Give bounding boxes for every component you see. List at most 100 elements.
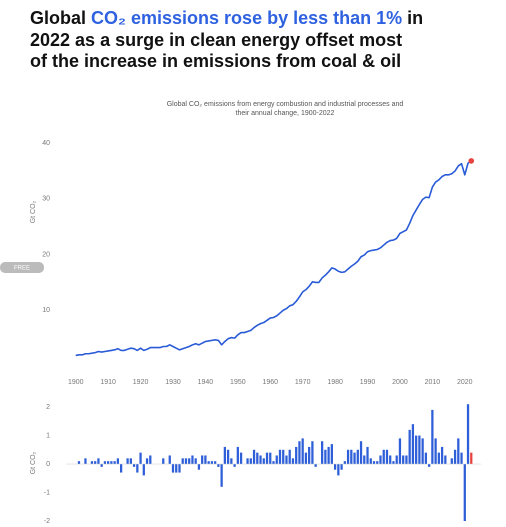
bar [142,464,145,476]
bar [314,464,317,467]
side-tag[interactable]: FREE [14,266,30,272]
bar [298,441,301,465]
bar [359,441,363,465]
bar [116,458,120,465]
bar [376,461,379,465]
bar [236,446,239,465]
bar [337,464,340,476]
bar [453,449,457,465]
x-tick-label: 1990 [360,379,376,386]
bar [356,449,359,465]
bar [311,441,314,465]
line [75,160,472,357]
bar [181,458,184,465]
bar [434,438,437,465]
bar [90,461,94,465]
bar [191,455,194,465]
bar [392,461,395,465]
bar [113,461,116,465]
bar [204,455,207,465]
x-tick-label: 2020 [457,379,473,386]
bar [171,464,175,473]
bar [330,444,333,465]
bar [226,449,230,465]
bar [343,461,346,465]
bar [304,452,308,465]
bar [259,455,262,465]
x-tick-label: 1950 [230,379,246,386]
bar [246,458,249,465]
bar [327,446,330,465]
bar [97,458,100,465]
subtitle: Global CO₂ emissions from energy combust… [167,101,404,108]
bar [466,404,470,465]
bar [308,446,311,465]
bar [369,458,372,465]
chart-title: 2022 as a surge in clean energy offset m… [30,30,402,50]
bar [320,441,324,465]
chart-title: Global CO₂ emissions rose by less than 1… [30,8,423,28]
y-tick-label: 10 [42,307,50,314]
bar [457,438,460,465]
bar [162,458,165,465]
x-tick-label: 1910 [100,379,116,386]
bar [440,446,444,465]
bar [103,461,107,465]
bar [346,449,350,465]
bar [421,438,424,465]
bar [288,449,291,465]
y-tick-label: 40 [42,140,50,147]
y-tick-label: -1 [44,489,50,496]
bar [275,455,278,465]
title-highlight: CO₂ emissions rose by less than 1% [91,8,402,28]
bar [418,435,421,465]
bar [444,455,447,465]
bar [214,461,217,465]
y-axis-label: Gt CO₂ [30,451,37,474]
bar [262,458,265,465]
bar [94,461,97,465]
bar [184,458,188,465]
bar [470,452,473,465]
bar [207,461,210,465]
x-tick-label: 1940 [198,379,214,386]
bar [233,464,236,467]
bar [239,452,243,465]
bar [450,458,453,465]
bar [178,464,181,473]
side-tag-bg[interactable] [0,262,44,273]
y-tick-label: 2 [46,404,50,411]
bar [110,461,113,465]
bar [197,464,201,470]
bar [379,455,382,465]
x-tick-label: 1920 [133,379,149,386]
bar [139,452,142,465]
bar [149,455,152,465]
x-tick-label: 1900 [68,379,84,386]
bar [175,464,178,473]
bar [363,455,366,465]
bar [100,464,103,467]
y-tick-label: 1 [46,432,50,439]
bar [278,449,282,465]
bar [301,438,304,465]
x-tick-label: 1930 [165,379,181,386]
y-tick-label: 0 [46,461,50,468]
title-part: Global [30,8,91,28]
y-tick-label: 30 [42,196,50,203]
x-tick-label: 2010 [425,379,441,386]
title-part: in [402,8,423,28]
bar [460,452,463,465]
bar [249,458,252,465]
bar [210,461,214,465]
bar [324,449,327,465]
bar [223,446,227,465]
chart-title: of the increase in emissions from coal &… [30,51,401,71]
bar [353,452,356,465]
bar [285,455,288,465]
bar [437,452,440,465]
bar [168,455,171,465]
bar [129,458,132,465]
highlight-point [468,158,475,164]
bar [136,464,139,473]
